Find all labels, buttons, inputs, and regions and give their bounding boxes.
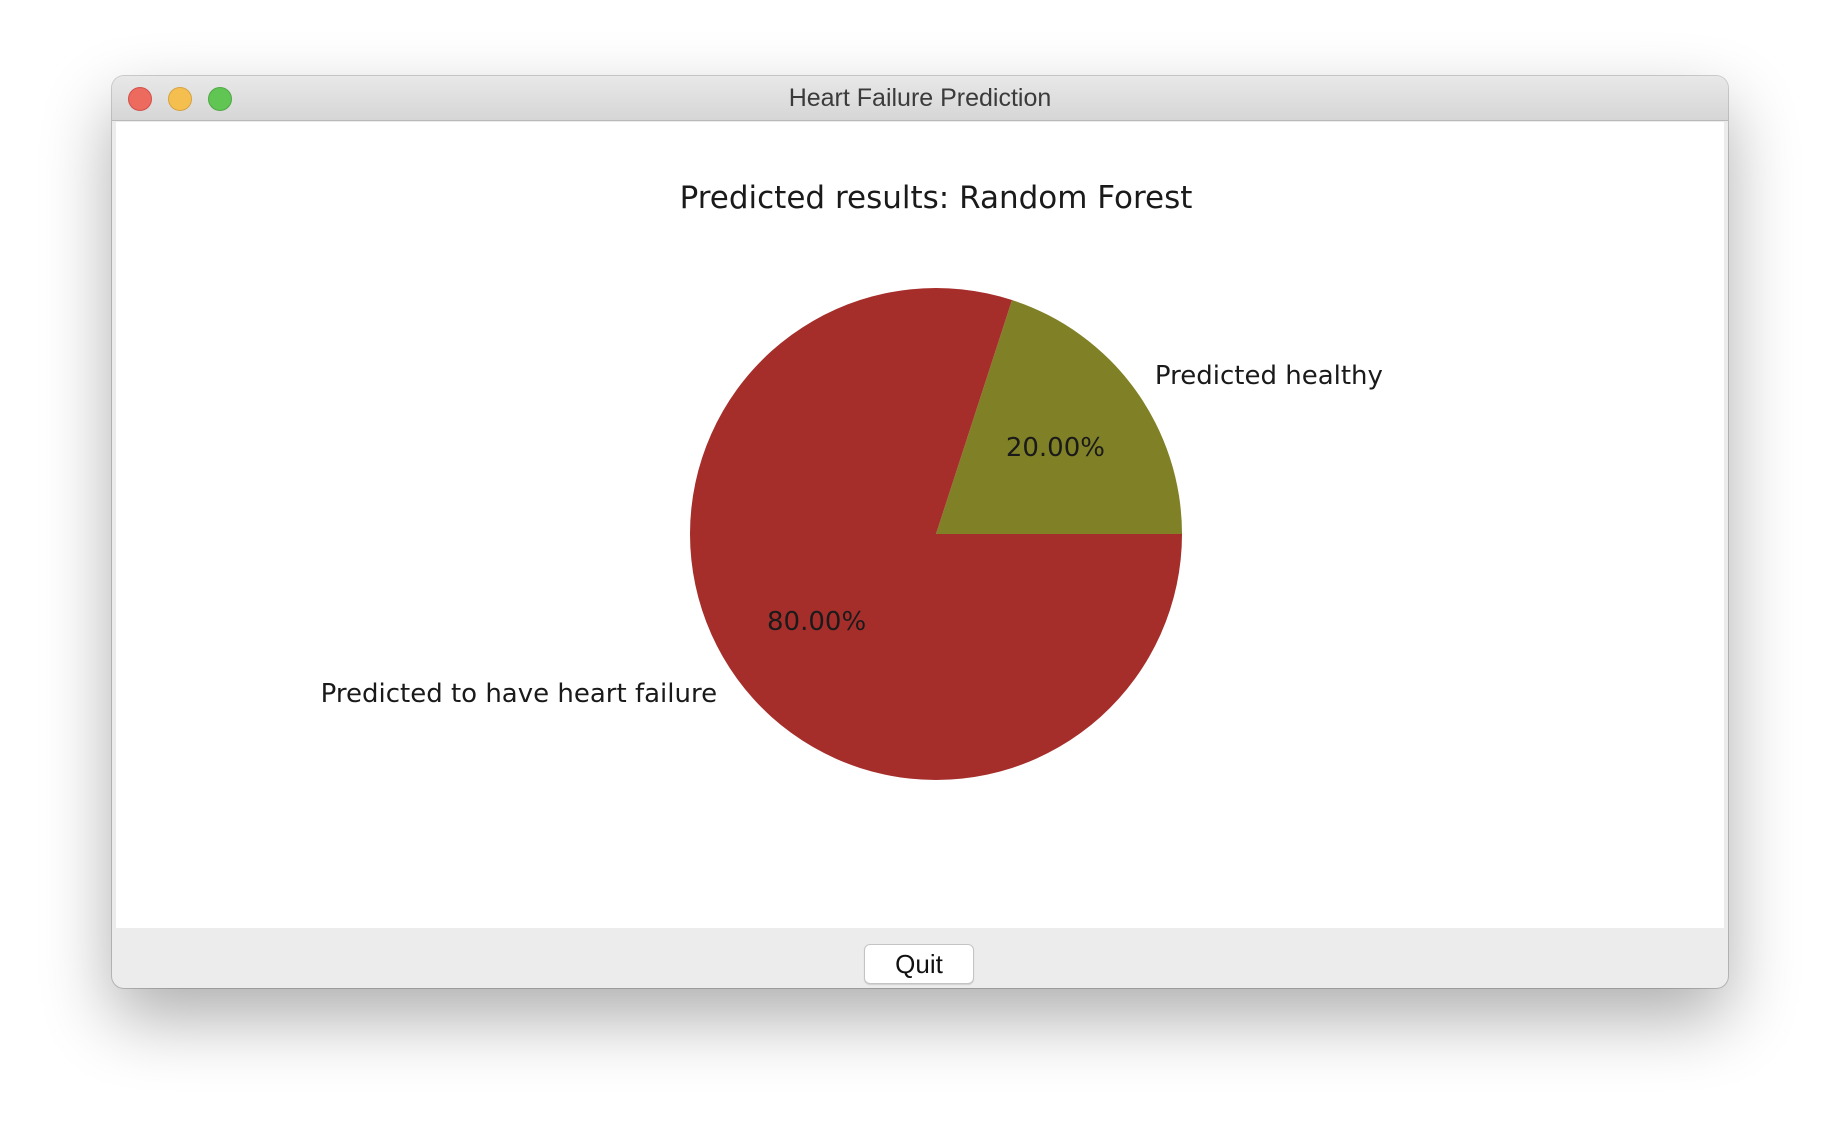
pie-category-label-predicted-healthy: Predicted healthy xyxy=(1155,361,1383,391)
pie-category-label-predicted-to-have-heart-failure: Predicted to have heart failure xyxy=(321,679,717,709)
minimize-window-button[interactable] xyxy=(168,87,192,111)
pie-pct-label-predicted-to-have-heart-failure: 80.00% xyxy=(767,607,866,637)
pie-slice-predicted-healthy xyxy=(936,300,1182,534)
pie-chart: Predicted results: Random Forest 20.00% P… xyxy=(321,180,1383,781)
pie-labels: 20.00% Predicted healthy 80.00% Predicted t… xyxy=(321,361,1383,709)
pie-slices xyxy=(689,288,1182,781)
pie-slice-predicted-to-have-heart-failure xyxy=(689,288,1182,781)
app-window: Heart Failure Prediction Predicted resul… xyxy=(112,76,1728,988)
window-title: Heart Failure Prediction xyxy=(788,84,1052,112)
pie-pct-label-predicted-healthy: 20.00% xyxy=(1006,433,1105,463)
chart-title: Predicted results: Random Forest xyxy=(680,180,1193,216)
close-window-button[interactable] xyxy=(128,87,152,111)
quit-button[interactable]: Quit xyxy=(864,944,974,984)
title-bar: Heart Failure Prediction xyxy=(112,76,1728,121)
chart-canvas: Predicted results: Random Forest 20.00% P… xyxy=(116,122,1724,928)
maximize-window-button[interactable] xyxy=(208,87,232,111)
